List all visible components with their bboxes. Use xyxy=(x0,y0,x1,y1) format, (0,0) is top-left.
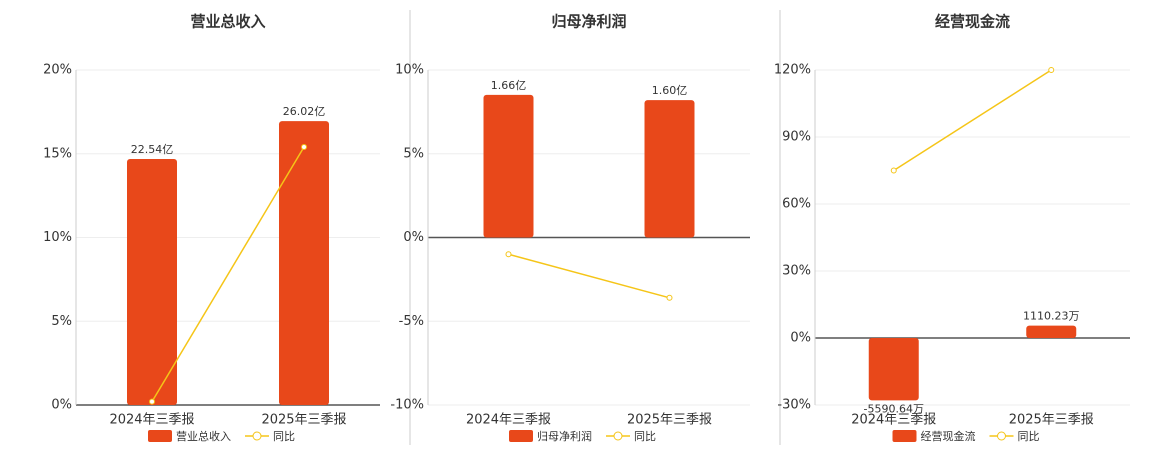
value-label: 22.54亿 xyxy=(131,143,174,156)
chart-title: 营业总收入 xyxy=(190,13,265,31)
legend-swatch xyxy=(148,430,172,442)
point xyxy=(1048,67,1055,73)
bar xyxy=(868,338,919,401)
value-label: 1.66亿 xyxy=(491,79,527,92)
point xyxy=(666,294,673,301)
x-tick-label: 2024年三季报 xyxy=(851,413,936,428)
y-tick-label: 0% xyxy=(403,230,424,245)
legend-label: 营业总收入 xyxy=(176,429,231,443)
point xyxy=(149,398,155,405)
legend-label: 经营现金流 xyxy=(921,429,976,443)
line xyxy=(508,253,670,299)
legend-swatch xyxy=(509,430,533,442)
legend-label: 同比 xyxy=(634,430,656,443)
bar xyxy=(279,121,329,405)
y-tick-label: 5% xyxy=(51,314,72,329)
legend-label: 同比 xyxy=(273,430,295,443)
y-tick-label: 60% xyxy=(782,197,811,212)
line xyxy=(893,69,1052,172)
bar xyxy=(483,94,534,238)
point xyxy=(505,251,512,258)
chart-title: 经营现金流 xyxy=(935,13,1010,31)
y-tick-label: 10% xyxy=(395,63,424,78)
value-label: 26.02亿 xyxy=(283,105,326,118)
x-tick-label: 2025年三季报 xyxy=(1009,413,1094,428)
y-tick-label: 0% xyxy=(51,398,72,413)
chart-title: 归母净利润 xyxy=(551,13,626,31)
point xyxy=(890,167,897,174)
y-tick-label: 20% xyxy=(43,63,72,78)
legend-swatch xyxy=(892,430,917,442)
legend-swatch xyxy=(613,431,623,441)
y-tick-label: 90% xyxy=(782,130,811,145)
legend-label: 归母净利润 xyxy=(537,429,592,443)
legend-swatch xyxy=(997,431,1006,441)
y-tick-label: 10% xyxy=(43,230,72,245)
y-tick-label: 15% xyxy=(43,146,72,161)
point xyxy=(301,144,307,151)
bar xyxy=(127,159,177,405)
y-tick-label: -30% xyxy=(777,398,811,413)
x-tick-label: 2025年三季报 xyxy=(627,413,712,428)
bar xyxy=(644,100,695,238)
legend-label: 同比 xyxy=(1018,430,1040,443)
x-tick-label: 2025年三季报 xyxy=(261,413,346,428)
value-label: -5590.64万 xyxy=(864,402,924,415)
y-tick-label: 0% xyxy=(790,331,811,346)
x-tick-label: 2024年三季报 xyxy=(466,413,551,428)
y-tick-label: -10% xyxy=(390,398,424,413)
bar xyxy=(1026,325,1077,338)
y-tick-label: 120% xyxy=(774,63,811,78)
line xyxy=(151,146,305,403)
value-label: 1.60亿 xyxy=(652,84,688,97)
value-label: 1110.23万 xyxy=(1023,310,1080,323)
legend-swatch xyxy=(252,431,262,441)
x-tick-label: 2024年三季报 xyxy=(109,413,194,428)
y-tick-label: 30% xyxy=(782,264,811,279)
y-tick-label: -5% xyxy=(399,314,424,329)
y-tick-label: 5% xyxy=(403,146,424,161)
